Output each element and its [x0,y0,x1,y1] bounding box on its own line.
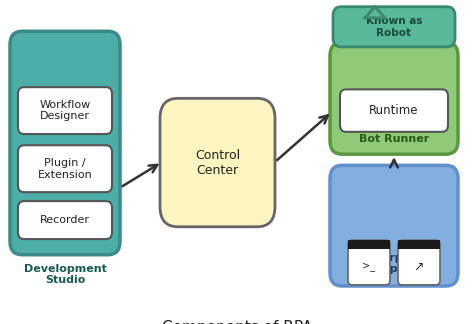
Polygon shape [365,7,385,18]
Text: Runtime: Runtime [369,104,419,117]
Text: Plugin /
Extension: Plugin / Extension [37,158,92,179]
FancyBboxPatch shape [333,7,455,47]
Text: Development
Studio: Development Studio [24,264,107,285]
FancyBboxPatch shape [18,87,112,134]
FancyBboxPatch shape [330,165,458,286]
Text: Enterprise
App: Enterprise App [362,253,427,274]
FancyBboxPatch shape [340,89,448,132]
Text: Components of RPA: Components of RPA [162,319,312,324]
Text: Bot Runner: Bot Runner [359,133,429,144]
FancyBboxPatch shape [330,42,458,154]
Text: >_: >_ [363,262,375,272]
Text: Workflow
Designer: Workflow Designer [39,100,91,122]
Bar [398,240,440,249]
FancyBboxPatch shape [18,145,112,192]
Text: ↗: ↗ [414,260,424,273]
FancyBboxPatch shape [18,201,112,239]
FancyBboxPatch shape [348,240,390,285]
Text: Recorder: Recorder [40,215,90,225]
FancyBboxPatch shape [10,31,120,255]
FancyBboxPatch shape [398,240,440,285]
Text: Control
Center: Control Center [195,149,240,177]
Text: Known as
Robot: Known as Robot [366,16,422,38]
Bar [348,240,390,249]
FancyBboxPatch shape [160,98,275,227]
